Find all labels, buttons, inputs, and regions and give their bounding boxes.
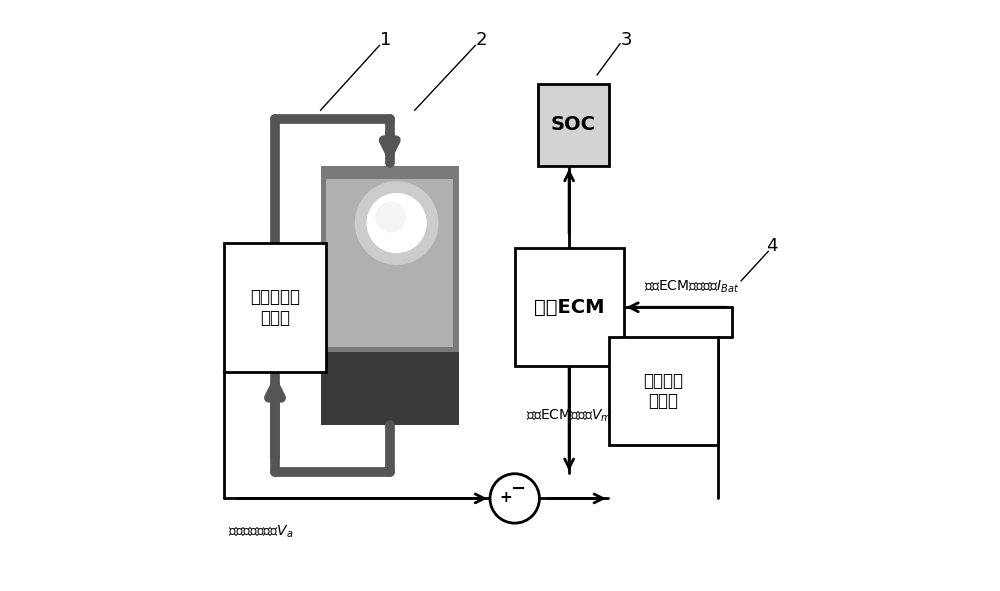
FancyBboxPatch shape: [224, 242, 326, 372]
Text: +: +: [499, 490, 512, 505]
Text: 4: 4: [766, 236, 778, 255]
Text: 电池ECM端电压$V_m$: 电池ECM端电压$V_m$: [526, 408, 612, 424]
Circle shape: [367, 194, 426, 252]
FancyBboxPatch shape: [326, 179, 453, 348]
FancyBboxPatch shape: [515, 248, 624, 366]
Circle shape: [355, 182, 438, 264]
FancyBboxPatch shape: [321, 166, 459, 425]
FancyBboxPatch shape: [538, 84, 609, 166]
Text: 实际电池端电压$V_a$: 实际电池端电压$V_a$: [228, 524, 294, 540]
Circle shape: [376, 203, 405, 232]
Text: 反馈校正
控制器: 反馈校正 控制器: [643, 372, 683, 411]
Circle shape: [490, 474, 539, 523]
FancyBboxPatch shape: [321, 352, 459, 425]
Text: −: −: [510, 480, 525, 498]
Text: 电池充放电
测试仪: 电池充放电 测试仪: [250, 288, 300, 327]
Text: 电池ECM: 电池ECM: [534, 298, 604, 317]
Text: 1: 1: [380, 31, 391, 48]
FancyBboxPatch shape: [609, 337, 718, 446]
Text: SOC: SOC: [551, 115, 596, 134]
Text: 电池ECM输入电流$I_{Bat}$: 电池ECM输入电流$I_{Bat}$: [644, 278, 739, 295]
Text: 3: 3: [621, 31, 632, 48]
Text: 2: 2: [475, 31, 487, 48]
